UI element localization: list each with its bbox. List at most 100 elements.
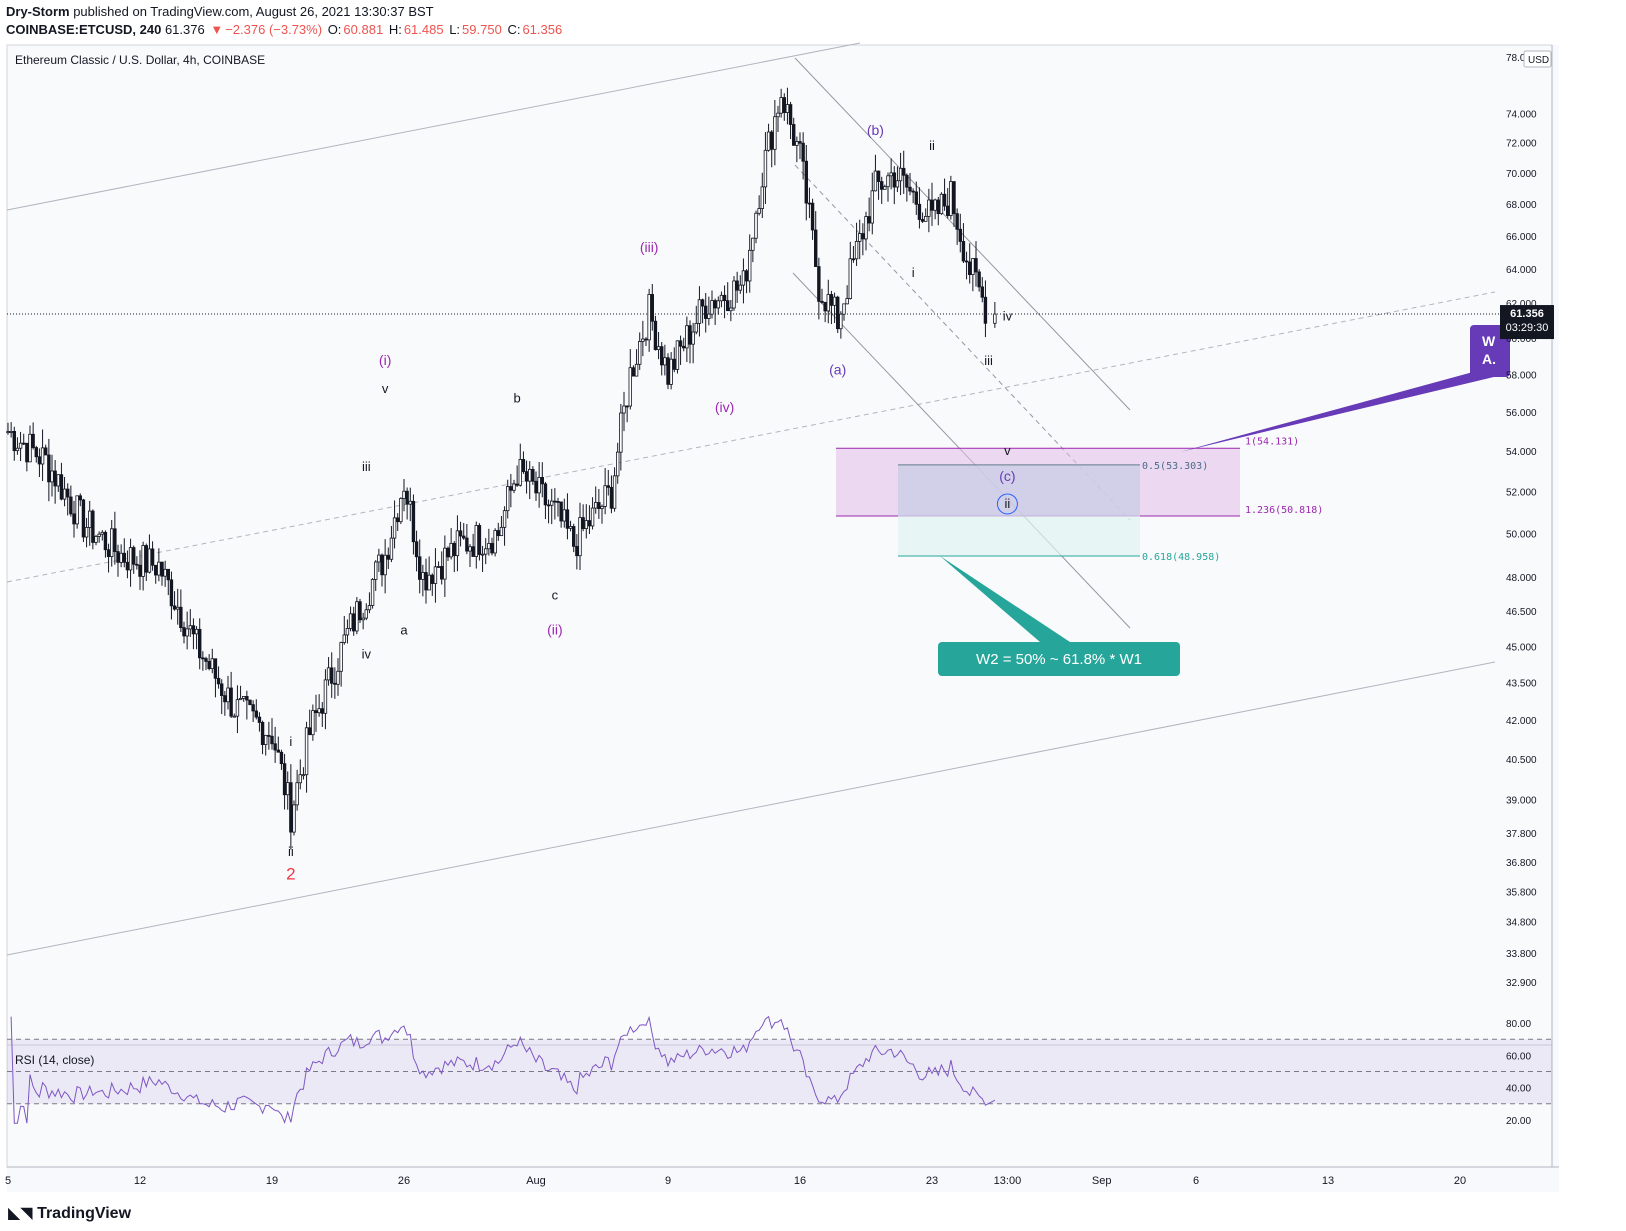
candle-body — [832, 296, 837, 306]
candle-body — [898, 167, 903, 182]
candle-body — [927, 199, 931, 217]
callout-text: W2 = 50% ~ 61.8% * W1 — [976, 651, 1142, 668]
candle-body — [251, 704, 255, 712]
candle-body — [172, 605, 177, 610]
main-pane[interactable] — [6, 44, 1553, 1046]
candle-body — [509, 486, 513, 491]
candle-body — [732, 280, 736, 309]
wave-label: (ii) — [547, 621, 563, 637]
candle-body — [342, 634, 346, 643]
candle-body — [235, 699, 240, 717]
candle-body — [465, 537, 469, 552]
candle-body — [694, 322, 698, 333]
candle-body — [267, 734, 271, 737]
candle-body — [254, 710, 258, 718]
candle-body — [103, 531, 108, 551]
open-value: 60.881 — [343, 22, 384, 37]
candle-body — [836, 296, 840, 330]
candle-body — [138, 564, 142, 577]
candle-body — [974, 258, 978, 273]
time-tick-label: 20 — [1454, 1175, 1466, 1187]
candle-body — [738, 284, 742, 291]
candle-body — [12, 430, 16, 452]
wave-label: c — [552, 588, 559, 603]
price-tag-box — [1500, 305, 1554, 340]
rsi-pane[interactable] — [6, 1044, 1553, 1168]
time-tick-label: 6 — [1193, 1175, 1199, 1187]
fib-overlap-zone — [898, 464, 1140, 516]
candle-body — [414, 541, 419, 558]
close-value: 61.356 — [522, 22, 563, 37]
time-axis[interactable]: 5 12 19 26 Aug 9 16 23 13:00 Sep 6 13 20 — [5, 1175, 1466, 1187]
fib-retracement-zone — [898, 464, 1140, 556]
candle-body — [817, 266, 821, 302]
candle-body — [75, 495, 79, 525]
candle-body — [631, 367, 636, 377]
candle-body — [515, 483, 519, 486]
candle-body — [408, 500, 412, 505]
candle-body — [487, 543, 491, 550]
candle-body — [301, 774, 306, 777]
candle-body — [113, 528, 117, 553]
candle-body — [452, 542, 456, 557]
price-tick-label: 33.800 — [1506, 949, 1537, 960]
candle-body — [829, 294, 834, 306]
author-name[interactable]: Dry-Storm — [6, 4, 70, 19]
time-tick-label: 19 — [266, 1175, 278, 1187]
candle-body — [644, 338, 648, 341]
candle-body — [546, 504, 551, 507]
wave-label: v — [1004, 443, 1011, 458]
candle-body — [939, 193, 944, 215]
wave-label: (iii) — [640, 239, 659, 255]
tradingview-logo-icon: ◣◥ — [8, 1205, 38, 1222]
candle-body — [207, 661, 211, 670]
candle-body — [763, 149, 768, 188]
candle-body — [84, 527, 89, 538]
candle-body — [69, 496, 73, 515]
candle-body — [223, 695, 227, 703]
tradingview-logo[interactable]: ◣◥ TradingView — [8, 1203, 131, 1223]
candle-body — [606, 485, 610, 488]
candle-body — [814, 229, 818, 267]
fib-0618-label: 0.618(48.958) — [1142, 552, 1220, 563]
candle-body — [575, 545, 579, 557]
candle-body — [389, 537, 394, 560]
candle-body — [386, 554, 390, 560]
candle-body — [946, 205, 950, 216]
candle-body — [619, 412, 623, 453]
candle-body — [622, 405, 626, 414]
candle-body — [59, 474, 64, 500]
candle-body — [930, 199, 934, 211]
wave-label: iv — [1003, 308, 1013, 323]
candle-body — [656, 346, 661, 351]
candle-body — [785, 104, 790, 113]
overlay-layer: 1(54.131) 0.5(53.303) 1.236(50.818) 0.618(4… — [286, 122, 1554, 883]
candle-body — [339, 642, 343, 672]
candle-body — [638, 341, 642, 365]
candle-body — [518, 459, 522, 486]
last-price: 61.376 — [164, 22, 205, 37]
candle-body — [823, 301, 827, 312]
candle-body — [682, 345, 686, 349]
candle-body — [578, 517, 582, 557]
candle-body — [895, 180, 900, 188]
currency-badge[interactable] — [1523, 50, 1552, 68]
candle-body — [6, 431, 10, 433]
price-axis[interactable]: 78.000 74.000 72.000 70.000 68.000 66.000 64.0… — [1506, 53, 1537, 989]
candle-body — [641, 338, 645, 342]
candle-body — [78, 495, 82, 501]
candle-body — [160, 561, 164, 577]
candle-body — [908, 186, 912, 192]
candle-body — [279, 751, 284, 765]
candle-body — [320, 708, 324, 714]
candle-body — [562, 509, 566, 522]
candle-body — [697, 299, 702, 324]
candle-body — [726, 300, 730, 312]
candle-body — [370, 579, 375, 606]
price-tick-label: 45.000 — [1506, 642, 1537, 653]
candle-body — [232, 715, 236, 718]
rsi-band — [7, 1039, 1552, 1104]
candle-body — [25, 442, 29, 463]
fib-1236-label: 1.236(50.818) — [1245, 505, 1323, 516]
